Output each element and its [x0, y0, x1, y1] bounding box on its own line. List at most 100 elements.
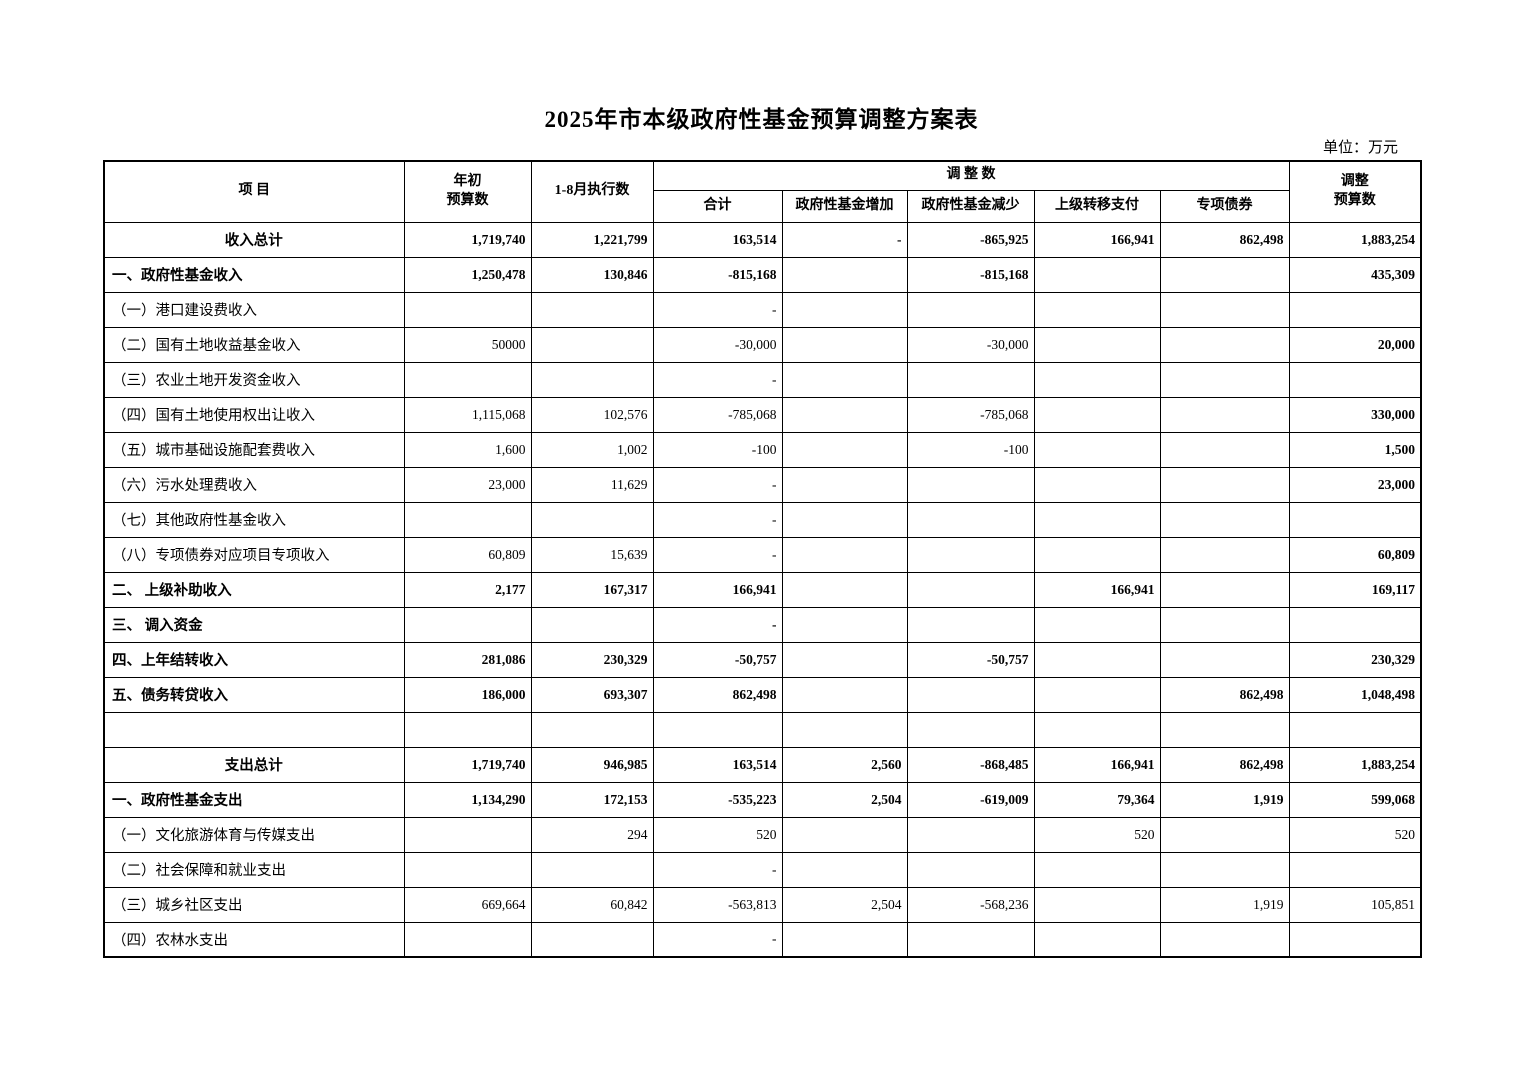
value-cell	[781, 641, 908, 678]
unit-label: 单位：万元	[1322, 140, 1398, 156]
table-row: （二）社会保障和就业支出 -	[103, 851, 1422, 888]
table-row: （一）文化旅游体育与传媒支出 294 520 520 520	[103, 816, 1422, 853]
value-cell: 1,719,740	[403, 221, 532, 258]
value-cell: -865,925	[906, 221, 1035, 258]
value-cell: 230,329	[530, 641, 654, 678]
header-fund-decrease: 政府性基金减少	[906, 189, 1035, 223]
value-cell	[1033, 886, 1161, 923]
table-row: 三、 调入资金 -	[103, 606, 1422, 643]
value-cell	[1159, 466, 1290, 503]
table-row: （二）国有土地收益基金收入 50000 -30,000 -30,000 20,000	[103, 326, 1422, 363]
value-cell	[1159, 536, 1290, 573]
value-cell: -785,068	[652, 396, 783, 433]
value-cell: 1,048,498	[1288, 676, 1422, 713]
value-cell: 50000	[403, 326, 532, 363]
value-cell	[1033, 536, 1161, 573]
row-label-cell: （四）农林水支出	[103, 921, 405, 958]
value-cell: -619,009	[906, 781, 1035, 818]
row-label-cell: （一）港口建设费收入	[103, 291, 405, 328]
row-label-cell: （七）其他政府性基金收入	[103, 501, 405, 538]
page-title: 2025年市本级政府性基金预算调整方案表	[544, 107, 979, 132]
value-cell: 1,002	[530, 431, 654, 468]
value-cell: 105,851	[1288, 886, 1422, 923]
value-cell	[403, 501, 532, 538]
row-label-cell: （四）国有土地使用权出让收入	[103, 396, 405, 433]
table-row: （四）国有土地使用权出让收入 1,115,068 102,576 -785,068 -7…	[103, 396, 1422, 433]
value-cell	[906, 711, 1035, 748]
value-cell	[781, 606, 908, 643]
value-cell	[1288, 606, 1422, 643]
header-adjustment-group: 调 整 数	[652, 160, 1290, 191]
value-cell	[1033, 326, 1161, 363]
table-row: 一、政府性基金支出 1,134,290 172,153 -535,223 2,504 -6…	[103, 781, 1422, 818]
row-label-cell: （八）专项债券对应项目专项收入	[103, 536, 405, 573]
value-cell	[781, 466, 908, 503]
value-cell	[530, 291, 654, 328]
value-cell: -100	[906, 431, 1035, 468]
row-label-cell: （一）文化旅游体育与传媒支出	[103, 816, 405, 853]
value-cell	[1159, 326, 1290, 363]
value-cell	[403, 291, 532, 328]
value-cell	[1033, 361, 1161, 398]
value-cell: 166,941	[1033, 571, 1161, 608]
value-cell: 79,364	[1033, 781, 1161, 818]
value-cell	[1159, 431, 1290, 468]
row-label-cell: （三）城乡社区支出	[103, 886, 405, 923]
value-cell	[781, 501, 908, 538]
value-cell: 862,498	[1159, 676, 1290, 713]
header-special-bond: 专项债券	[1159, 189, 1290, 223]
value-cell: 1,883,254	[1288, 746, 1422, 783]
row-label-cell: （五）城市基础设施配套费收入	[103, 431, 405, 468]
value-cell: 599,068	[1288, 781, 1422, 818]
value-cell: -30,000	[906, 326, 1035, 363]
value-cell: -	[652, 466, 783, 503]
value-cell	[781, 676, 908, 713]
value-cell: -815,168	[652, 256, 783, 293]
value-cell: 1,500	[1288, 431, 1422, 468]
value-cell	[1159, 851, 1290, 888]
row-label-cell: 五、债务转贷收入	[103, 676, 405, 713]
table-row: （六）污水处理费收入 23,000 11,629-23,000	[103, 466, 1422, 503]
value-cell: 20,000	[1288, 326, 1422, 363]
value-cell	[781, 536, 908, 573]
value-cell	[1159, 571, 1290, 608]
value-cell: 1,719,740	[403, 746, 532, 783]
value-cell	[781, 851, 908, 888]
table-body: 收入总计 1,719,740 1,221,799 163,514- -865,925 16…	[103, 221, 1422, 958]
value-cell	[1159, 711, 1290, 748]
value-cell	[403, 606, 532, 643]
value-cell	[1288, 291, 1422, 328]
value-cell: 11,629	[530, 466, 654, 503]
value-cell	[403, 816, 532, 853]
value-cell	[781, 921, 908, 958]
value-cell	[1033, 466, 1161, 503]
value-cell: 230,329	[1288, 641, 1422, 678]
value-cell: -50,757	[906, 641, 1035, 678]
value-cell	[530, 606, 654, 643]
value-cell: 862,498	[652, 676, 783, 713]
value-cell	[1159, 361, 1290, 398]
header-item: 项 目	[103, 160, 405, 223]
value-cell: 862,498	[1159, 746, 1290, 783]
value-cell: 166,941	[1033, 746, 1161, 783]
table-row: 支出总计 1,719,740 946,985 163,514 2,560 -868,485…	[103, 746, 1422, 783]
value-cell	[1159, 291, 1290, 328]
value-cell: 520	[1033, 816, 1161, 853]
value-cell	[1288, 921, 1422, 958]
header-superior-transfer: 上级转移支付	[1033, 189, 1161, 223]
value-cell	[781, 571, 908, 608]
table-row: （八）专项债券对应项目专项收入 60,809 15,639-60,809	[103, 536, 1422, 573]
value-cell: -	[652, 501, 783, 538]
table-row: （三）城乡社区支出 669,664 60,842 -563,813 2,504 -568,…	[103, 886, 1422, 923]
value-cell	[1033, 606, 1161, 643]
value-cell	[906, 816, 1035, 853]
value-cell	[781, 396, 908, 433]
value-cell: 186,000	[403, 676, 532, 713]
value-cell	[1159, 396, 1290, 433]
value-cell	[1033, 851, 1161, 888]
value-cell	[1033, 711, 1161, 748]
value-cell: 60,809	[1288, 536, 1422, 573]
value-cell	[906, 921, 1035, 958]
value-cell	[1033, 921, 1161, 958]
value-cell: -563,813	[652, 886, 783, 923]
